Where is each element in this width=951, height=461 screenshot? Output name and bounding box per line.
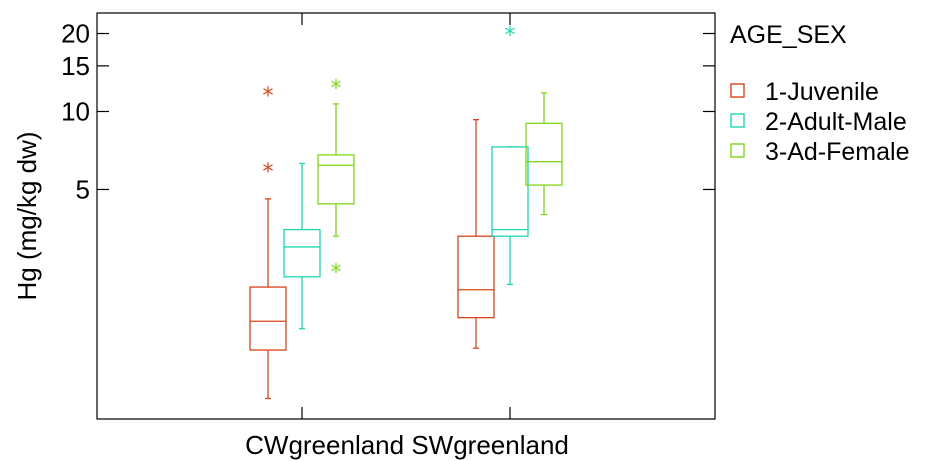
outlier-point: * — [331, 76, 342, 101]
legend-swatch — [730, 143, 745, 158]
y-tick-label: 5 — [76, 174, 90, 204]
outlier-point: * — [263, 84, 274, 109]
legend-label: 1-Juvenile — [765, 78, 879, 106]
y-axis-label: Hg (mg/kg dw) — [12, 131, 42, 300]
box-iqr — [491, 146, 529, 237]
box-0-1 — [457, 119, 495, 349]
y-tick-label: 20 — [61, 19, 90, 49]
x-category-label: SWgreenland — [404, 430, 569, 460]
box-series: ***** — [249, 23, 563, 400]
legend-label: 3-Ad-Female — [765, 138, 910, 166]
legend: AGE_SEX 1-Juvenile2-Adult-Male3-Ad-Femal… — [730, 21, 910, 166]
box-1-1: * — [491, 23, 529, 286]
legend-title: AGE_SEX — [730, 21, 847, 49]
box-2-1 — [525, 92, 563, 216]
box-iqr — [283, 228, 321, 278]
y-tick-label: 15 — [61, 51, 90, 81]
legend-swatch — [730, 83, 745, 98]
box-1-0 — [283, 162, 321, 330]
outlier-point: * — [263, 160, 274, 185]
y-tick-label: 10 — [61, 96, 90, 126]
plot-frame — [96, 12, 716, 420]
legend-item: 3-Ad-Female — [730, 138, 910, 166]
box-0-0: ** — [249, 84, 287, 400]
x-category-labels: CWgreenland SWgreenland — [245, 430, 569, 460]
legend-label: 2-Adult-Male — [765, 108, 907, 136]
outlier-point: * — [505, 23, 516, 48]
box-iqr — [525, 122, 563, 186]
box-iqr — [317, 154, 355, 205]
legend-swatch — [730, 113, 745, 128]
box-2-0: ** — [317, 76, 355, 286]
box-iqr — [249, 286, 287, 351]
box-iqr — [457, 235, 495, 319]
legend-item: 1-Juvenile — [730, 78, 879, 106]
legend-item: 2-Adult-Male — [730, 108, 907, 136]
x-axis: CWgreenland SWgreenland — [245, 13, 569, 460]
x-category-label: CWgreenland — [245, 430, 404, 460]
outlier-point: * — [331, 261, 342, 286]
